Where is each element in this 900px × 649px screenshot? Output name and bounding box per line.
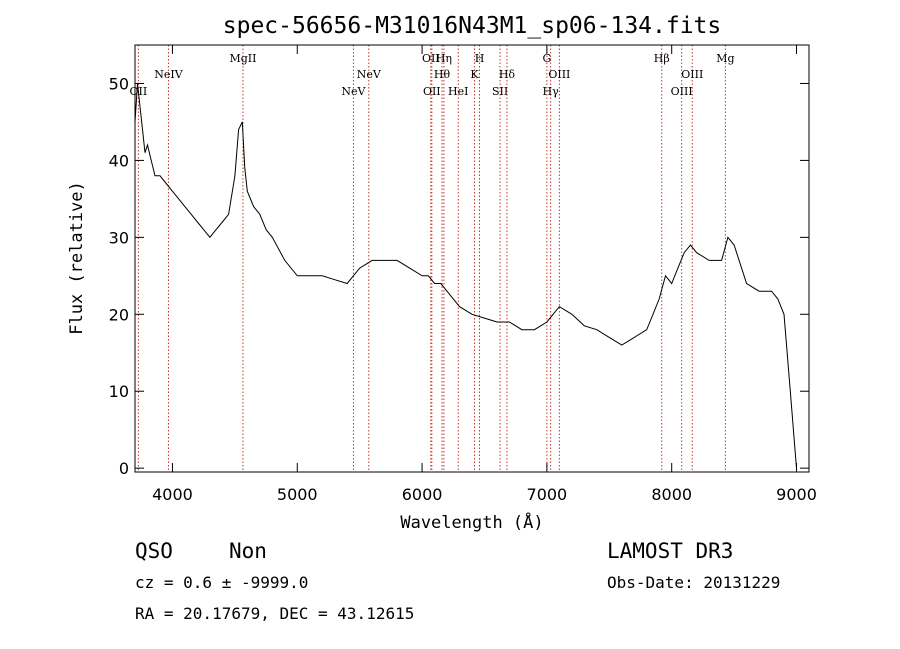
- x-tick-label-8000: 8000: [651, 485, 692, 504]
- x-tick-label-5000: 5000: [277, 485, 318, 504]
- emission-line-label-1: NeIV: [154, 68, 183, 81]
- chart-title: spec-56656-M31016N43M1_sp06-134.fits: [223, 13, 722, 39]
- emission-line-label-9: HeI: [448, 85, 468, 98]
- emission-line-label-2: MgII: [229, 52, 256, 65]
- x-tick-label-6000: 6000: [402, 485, 443, 504]
- emission-line-label-16: OIII: [548, 68, 570, 81]
- coordinates: RA = 20.17679, DEC = 43.12615: [135, 604, 414, 623]
- emission-line-label-18: OIII: [671, 85, 693, 98]
- emission-line-label-17: Hβ: [654, 52, 670, 65]
- y-tick-label-20: 20: [109, 305, 129, 324]
- emission-line-label-14: G: [542, 52, 551, 65]
- y-tick-label-50: 50: [109, 74, 129, 93]
- x-axis-label: Wavelength (Å): [400, 511, 543, 533]
- emission-line-label-13: Hδ: [499, 68, 516, 81]
- y-tick-label-30: 30: [109, 228, 129, 247]
- class-label: QSO: [135, 539, 173, 563]
- y-tick-label-40: 40: [109, 151, 129, 170]
- emission-line-label-4: NeV: [357, 68, 382, 81]
- x-tick-label-7000: 7000: [527, 485, 568, 504]
- axes: 4000 5000 6000 7000 8000 9000 0 10 20 30 40 50: [109, 45, 817, 504]
- y-tick-label-10: 10: [109, 382, 129, 401]
- x-tick-label-4000: 4000: [152, 485, 193, 504]
- emission-line-label-20: Mg: [716, 52, 734, 65]
- emission-line-label-15: Hγ: [543, 85, 560, 98]
- spectrum-series-line: [134, 83, 797, 469]
- emission-line-label-10: K: [470, 68, 479, 81]
- cz-text: cz = 0.6 ± -9999.0: [135, 573, 308, 592]
- emission-line-label-7: Hη: [436, 52, 452, 65]
- emission-line-label-11: H: [475, 52, 485, 65]
- y-tick-label-0: 0: [119, 459, 129, 478]
- emission-lines: OIINeIVMgIINeVNeVOIIOIIHηHθHeIKHSIIHδGHγ…: [130, 45, 735, 472]
- plot-area: [134, 44, 810, 473]
- emission-line-label-12: SII: [492, 85, 508, 98]
- y-axis-label: Flux (relative): [67, 181, 87, 335]
- subclass-label: Non: [229, 539, 267, 563]
- emission-line-label-19: OIII: [681, 68, 703, 81]
- emission-line-label-6: OII: [423, 85, 441, 98]
- x-tick-label-9000: 9000: [776, 485, 817, 504]
- obs-date: Obs-Date: 20131229: [607, 573, 780, 592]
- emission-line-label-5: OII: [422, 52, 440, 65]
- emission-line-label-8: Hθ: [434, 68, 451, 81]
- emission-line-label-3: NeV: [341, 85, 366, 98]
- survey-label: LAMOST DR3: [607, 539, 733, 563]
- plot-frame: [134, 44, 810, 473]
